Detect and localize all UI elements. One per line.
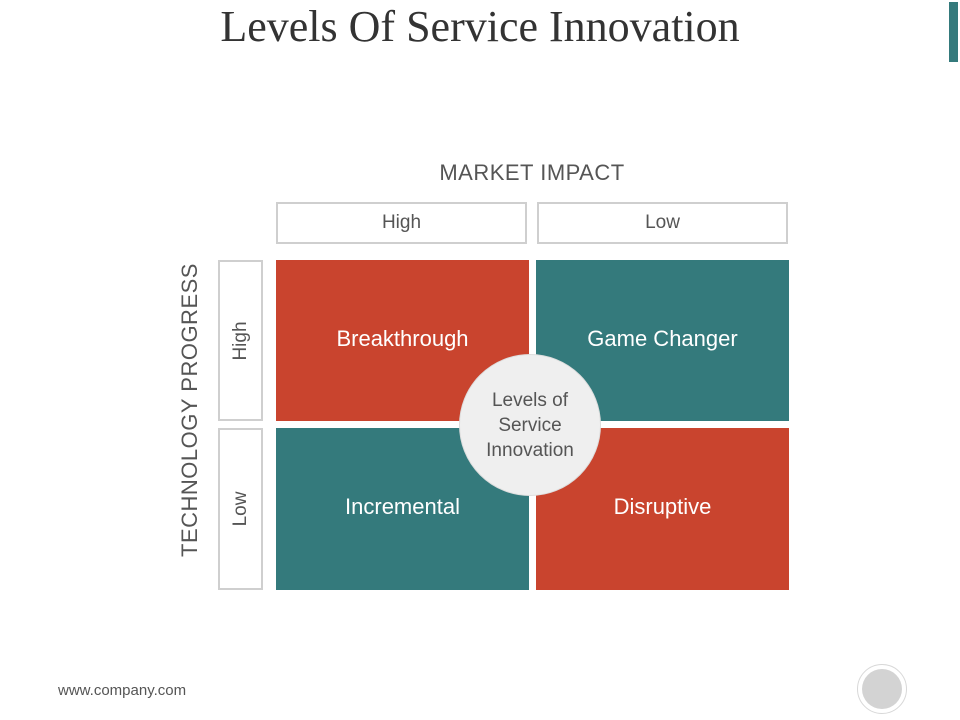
row-header-low: Low bbox=[218, 428, 263, 590]
center-line: Levels of bbox=[491, 389, 569, 411]
center-circle: Levels of Service Innovation bbox=[459, 354, 601, 496]
y-axis-title: TECHNOLOGY PROGRESS bbox=[177, 263, 202, 557]
x-axis-title: MARKET IMPACT bbox=[439, 160, 625, 185]
center-line: Service bbox=[498, 414, 562, 436]
quadrant-label: Game Changer bbox=[587, 325, 738, 351]
quadrant-breakthrough: Breakthrough bbox=[276, 260, 529, 421]
quadrant-incremental: Incremental bbox=[276, 428, 529, 590]
row-header-label: Low bbox=[229, 491, 251, 527]
quadrant-label: Incremental bbox=[345, 494, 460, 519]
slide-title: Levels Of Service Innovation bbox=[220, 2, 740, 51]
footer-circle bbox=[857, 664, 907, 714]
footer-url: www.company.com bbox=[58, 682, 187, 699]
column-header-label: High bbox=[381, 212, 422, 233]
column-header-low: Low bbox=[537, 202, 788, 244]
column-header-label: Low bbox=[645, 212, 680, 233]
center-line: Innovation bbox=[486, 439, 574, 461]
accent-bar bbox=[949, 2, 958, 62]
quadrant-label: Disruptive bbox=[613, 494, 712, 519]
quadrant-label: Breakthrough bbox=[336, 325, 469, 351]
row-header-high: High bbox=[218, 260, 263, 421]
row-header-label: High bbox=[229, 320, 251, 361]
column-header-high: High bbox=[276, 202, 527, 244]
